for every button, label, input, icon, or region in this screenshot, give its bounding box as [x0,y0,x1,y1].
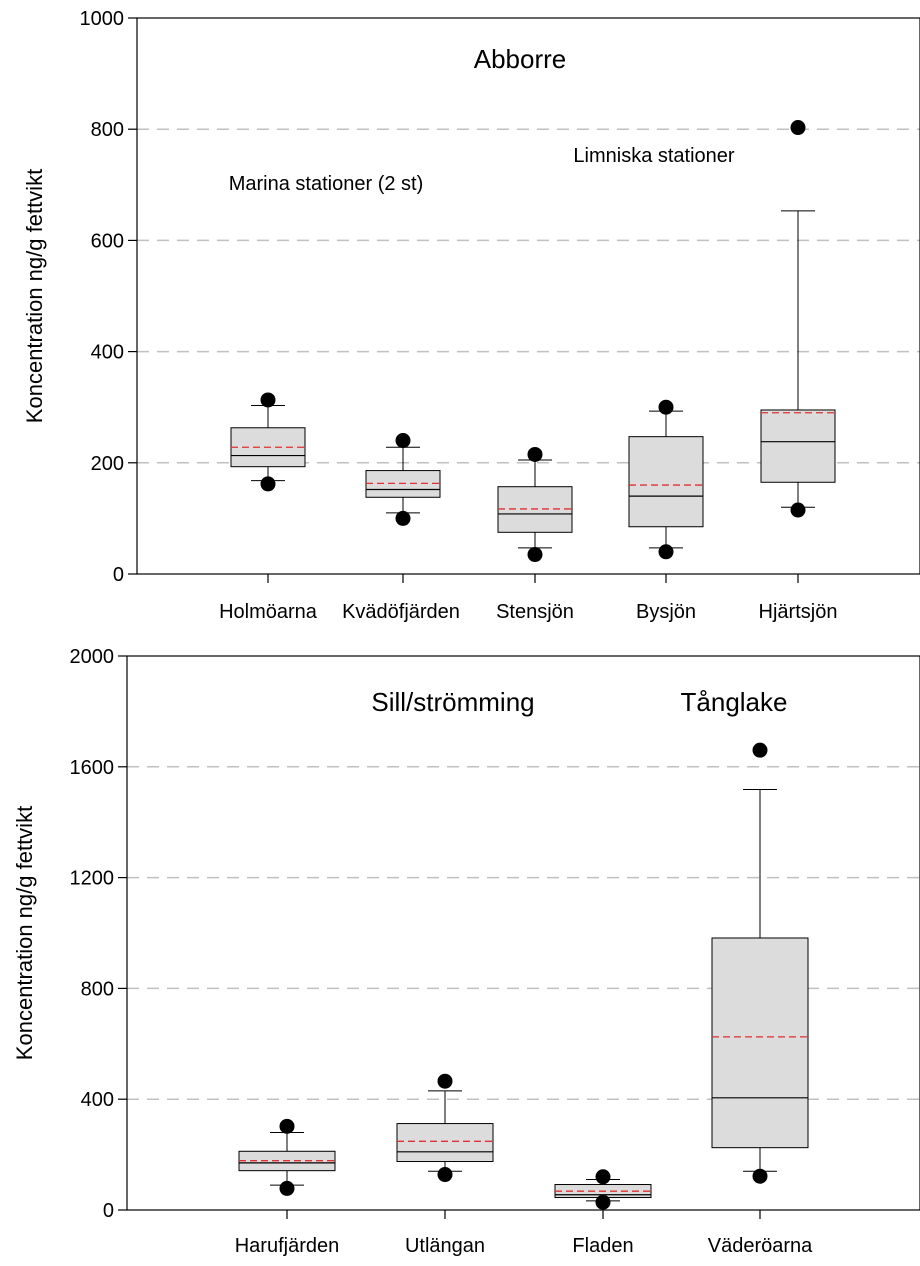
x-tick-label: Stensjön [496,601,574,623]
annotation: Limniska stationer [573,145,735,167]
box-Utlängan [396,1073,494,1183]
outlier-point [527,547,543,563]
outlier-point [595,1194,611,1210]
y-tick-label: 1600 [70,757,115,779]
y-tick-label: 800 [91,119,124,141]
y-tick-label: 800 [81,978,114,1000]
chart-abborre: 0 200 400 600 800 1000 Koncentration ng/g fett… [22,8,920,623]
y-tick-label: 0 [103,1200,114,1222]
outlier-point [437,1167,453,1183]
outlier-point [260,392,276,408]
y-tick-label: 2000 [70,646,115,668]
box-iqr [711,937,809,1149]
box-Hjärtsjön [760,120,836,518]
y-tick-label: 1200 [70,868,115,890]
x-tick-label: Kvädöfjärden [342,601,460,623]
x-tick-label: Utlängan [405,1235,485,1257]
y-tick-label: 400 [91,342,124,364]
y-tick-label: 400 [81,1089,114,1111]
x-tick-label: Hjärtsjön [759,601,838,623]
annotation: Tånglake [681,687,788,717]
y-tick-label: 600 [91,230,124,252]
outlier-point [595,1169,611,1185]
outlier-point [279,1180,295,1196]
y-tick-label: 0 [113,564,124,586]
y-tick-label: 1000 [80,8,125,30]
y-tick-label: 200 [91,453,124,475]
box-Stensjön [497,446,573,563]
outlier-point [527,446,543,462]
y-axis-label: Koncentration ng/g fettvikt [22,169,47,423]
plot-frame [126,655,920,1211]
outlier-point [395,510,411,526]
outlier-point [437,1073,453,1089]
x-tick-label: Fladen [572,1235,633,1257]
y-axis-label: Koncentration ng/g fettvikt [12,806,37,1060]
chart-sill-tanglake: 0 400 800 1200 1600 2000 Koncentration ng/g fe… [12,646,920,1257]
outlier-point [752,742,768,758]
box-iqr [396,1123,494,1163]
x-tick-label: Holmöarna [219,601,318,623]
annotation: Sill/strömming [371,687,534,717]
annotation: Abborre [474,44,567,74]
plot-frame [136,17,920,575]
outlier-point [658,544,674,560]
box-Bysjön [628,399,704,560]
x-tick-label: Bysjön [636,601,696,623]
box-Holmöarna [230,392,306,492]
box-Kvädöfjärden [365,433,441,526]
outlier-point [790,502,806,518]
x-tick-label: Harufjärden [235,1235,340,1257]
outlier-point [260,476,276,492]
annotation: Marina stationer (2 st) [229,173,424,195]
outlier-point [790,120,806,136]
box-iqr [760,409,836,483]
outlier-point [279,1118,295,1134]
x-tick-label: Väderöarna [708,1235,813,1257]
outlier-point [752,1168,768,1184]
box-Väderöarna [711,742,809,1184]
outlier-point [395,433,411,449]
box-Harufjärden [238,1118,336,1196]
outlier-point [658,399,674,415]
box-iqr [628,436,704,528]
box-Fladen [554,1169,652,1210]
